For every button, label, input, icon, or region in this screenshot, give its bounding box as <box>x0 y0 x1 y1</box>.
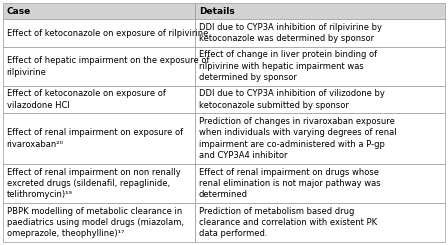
Text: Prediction of changes in rivaroxaban exposure
when individuals with varying degr: Prediction of changes in rivaroxaban exp… <box>199 117 396 160</box>
Text: Prediction of metabolism based drug
clearance and correlation with existent PK
d: Prediction of metabolism based drug clea… <box>199 207 377 238</box>
Text: Effect of change in liver protein binding of
rilpivirine with hepatic impairment: Effect of change in liver protein bindin… <box>199 50 377 82</box>
Bar <box>195 164 445 203</box>
Bar <box>3 164 195 203</box>
Text: Case: Case <box>7 7 31 16</box>
Text: DDI due to CYP3A inhibition of vilizodone by
ketoconazole submitted by sponsor: DDI due to CYP3A inhibition of vilizodon… <box>199 89 385 110</box>
Text: Effect of renal impairment on drugs whose
renal elimination is not major pathway: Effect of renal impairment on drugs whos… <box>199 168 380 199</box>
Bar <box>195 203 445 242</box>
Bar <box>195 113 445 164</box>
Bar <box>3 203 195 242</box>
Text: Effect of ketoconazole on exposure of
vilazodone HCl: Effect of ketoconazole on exposure of vi… <box>7 89 165 110</box>
Text: Effect of renal impairment on exposure of
rivaroxaban²⁰: Effect of renal impairment on exposure o… <box>7 128 183 149</box>
Text: Effect of hepatic impairment on the exposure of
rilpivirine: Effect of hepatic impairment on the expo… <box>7 56 209 77</box>
Bar <box>3 19 195 47</box>
Bar <box>3 3 195 19</box>
Bar <box>3 47 195 86</box>
Text: DDI due to CYP3A inhibition of rilpivirine by
ketoconazole was determined by spo: DDI due to CYP3A inhibition of rilpiviri… <box>199 23 382 43</box>
Text: PBPK modelling of metabolic clearance in
paediatrics using model drugs (miazolam: PBPK modelling of metabolic clearance in… <box>7 207 184 238</box>
Text: Effect of renal impairment on non renally
excreted drugs (sildenafil, repaglinid: Effect of renal impairment on non renall… <box>7 168 181 199</box>
Bar <box>195 47 445 86</box>
Bar <box>3 113 195 164</box>
Text: Details: Details <box>199 7 235 16</box>
Text: Effect of ketoconazole on exposure of rilpivirine: Effect of ketoconazole on exposure of ri… <box>7 28 208 37</box>
Bar <box>195 3 445 19</box>
Bar <box>3 86 195 113</box>
Bar <box>195 19 445 47</box>
Bar <box>195 86 445 113</box>
